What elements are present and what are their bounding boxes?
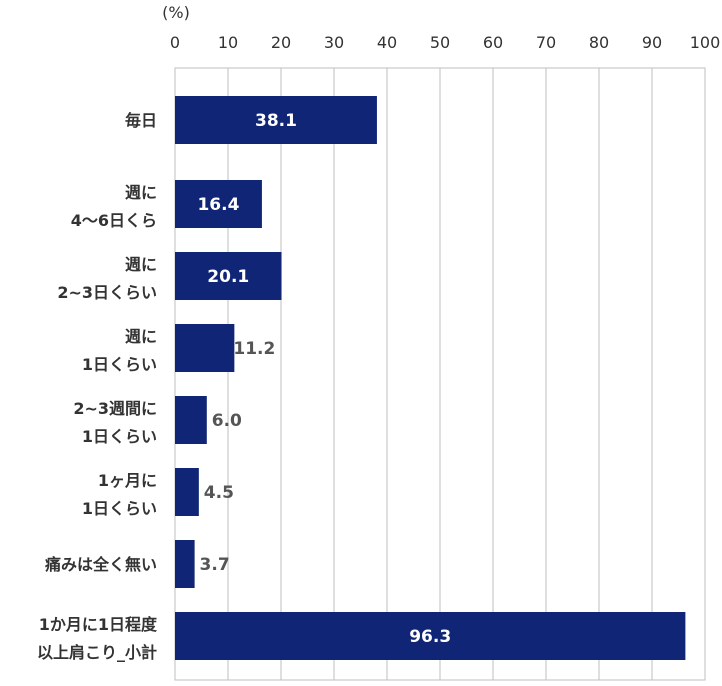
data-label: 38.1 xyxy=(255,111,297,131)
bar xyxy=(175,396,207,444)
x-tick-label: 100 xyxy=(690,33,721,52)
category-label: 1か月に1日程度 xyxy=(39,615,158,634)
x-tick-label: 10 xyxy=(218,33,238,52)
category-label: 1日くらい xyxy=(82,499,157,518)
category-label: 1日くらい xyxy=(82,355,157,374)
bar xyxy=(175,612,686,660)
data-label: 6.0 xyxy=(212,411,242,431)
x-tick-label: 40 xyxy=(377,33,397,52)
bar xyxy=(175,468,199,516)
category-label: 以上肩こり_小計 xyxy=(37,643,157,662)
x-tick-label: 20 xyxy=(271,33,291,52)
x-tick-labels: 0 10 20 30 40 50 60 70 80 90 100 xyxy=(170,33,720,52)
x-tick-label: 50 xyxy=(430,33,450,52)
category-label: 1日くらい xyxy=(82,427,157,446)
x-tick-label: 30 xyxy=(324,33,344,52)
category-labels: 毎日週に4〜6日くら週に2~3日くらい週に1日くらい2~3週間に1日くらい1ヶ月… xyxy=(37,111,158,662)
x-tick-label: 80 xyxy=(589,33,609,52)
value-labels: 38.1 16.4 20.1 11.2 6.0 4.5 3.7 96.3 xyxy=(197,111,451,647)
data-label: 16.4 xyxy=(197,195,239,215)
category-label: 4〜6日くら xyxy=(71,211,157,230)
unit-label: (%) xyxy=(162,3,190,22)
category-label: 2~3日くらい xyxy=(57,283,157,302)
category-label: 毎日 xyxy=(125,111,157,130)
category-label: 週に xyxy=(125,183,157,202)
bar xyxy=(175,324,235,372)
x-tick-label: 0 xyxy=(170,33,180,52)
category-label: 痛みは全く無い xyxy=(44,555,157,574)
x-tick-label: 90 xyxy=(642,33,662,52)
data-label: 4.5 xyxy=(204,483,234,503)
data-label: 11.2 xyxy=(233,339,275,359)
category-label: 週に xyxy=(125,255,157,274)
category-label: 1ヶ月に xyxy=(98,471,157,490)
x-tick-label: 60 xyxy=(483,33,503,52)
gridlines xyxy=(174,67,706,681)
bar xyxy=(175,252,282,300)
bar xyxy=(175,96,377,144)
bar xyxy=(175,180,262,228)
bar xyxy=(175,540,195,588)
x-tick-label: 70 xyxy=(536,33,556,52)
data-label: 20.1 xyxy=(207,267,249,287)
category-label: 2~3週間に xyxy=(73,399,157,418)
data-label: 96.3 xyxy=(409,627,451,647)
bars xyxy=(175,96,686,660)
data-label: 3.7 xyxy=(200,555,230,575)
category-label: 週に xyxy=(125,327,157,346)
